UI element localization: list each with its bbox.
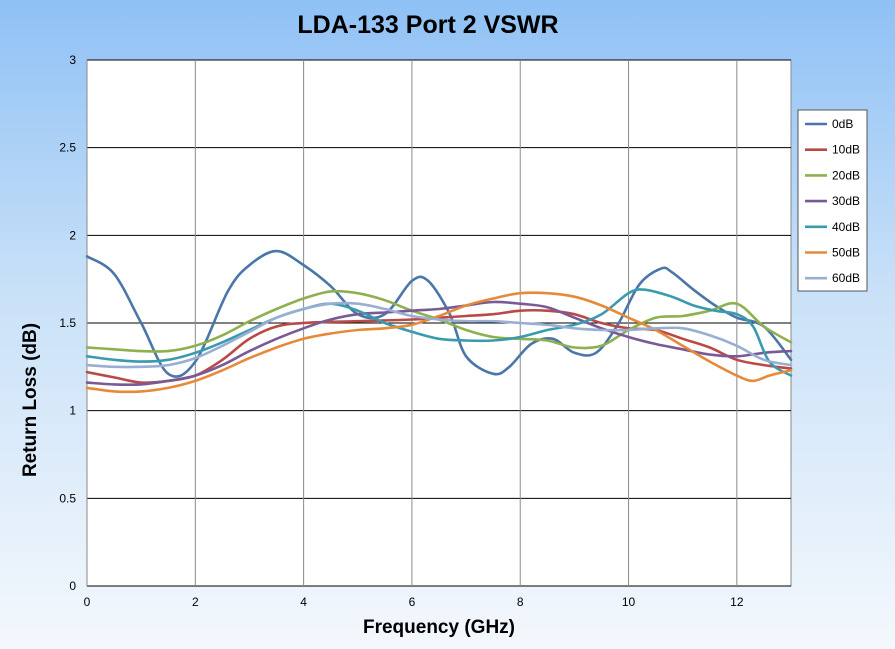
series-line-50dB: [85, 291, 793, 394]
x-tick-label: 10: [622, 595, 636, 609]
x-axis-title: Frequency (GHz): [363, 617, 515, 638]
y-tick-label: 2: [69, 228, 76, 242]
grid-layer: [86, 59, 791, 587]
x-tick-label: 8: [517, 595, 524, 609]
legend: 0dB 10dB 20dB 30dB 40dB 50dB 60dB: [797, 109, 868, 292]
legend-label: 20dB: [832, 168, 860, 182]
series-line-60dB: [85, 301, 793, 369]
chart-title: LDA-133 Port 2 VSWR: [297, 11, 558, 39]
series-line-30dB: [85, 300, 793, 387]
series-line-0dB: [85, 249, 793, 378]
y-axis-title: Return Loss (dB): [20, 323, 41, 477]
legend-label: 60dB: [832, 271, 860, 285]
x-tick-label: 12: [730, 595, 744, 609]
series-layer: [85, 249, 793, 394]
y-tick-label: 1.5: [59, 316, 76, 330]
y-tick-label: 0: [69, 579, 76, 593]
y-tick-label: 1: [69, 404, 76, 418]
x-tick-label: 2: [192, 595, 199, 609]
x-tick-label: 0: [84, 595, 91, 609]
legend-label: 10dB: [832, 143, 860, 157]
x-tick-label: 6: [409, 595, 416, 609]
legend-label: 50dB: [832, 246, 860, 260]
legend-label: 30dB: [832, 194, 860, 208]
legend-label: 40dB: [832, 220, 860, 234]
x-tick-label: 4: [300, 595, 307, 609]
y-tick-label: 3: [69, 53, 76, 67]
y-tick-label: 2.5: [59, 141, 76, 155]
series-line-40dB: [85, 288, 793, 377]
legend-label: 0dB: [832, 117, 853, 131]
legend-items: 0dB 10dB 20dB 30dB 40dB 50dB 60dB: [805, 117, 860, 285]
tick-layer: 0 0.5 1 1.5 2 2.5 3 0 2 4 6 8 10 12: [59, 53, 744, 609]
y-tick-label: 0.5: [59, 491, 76, 505]
